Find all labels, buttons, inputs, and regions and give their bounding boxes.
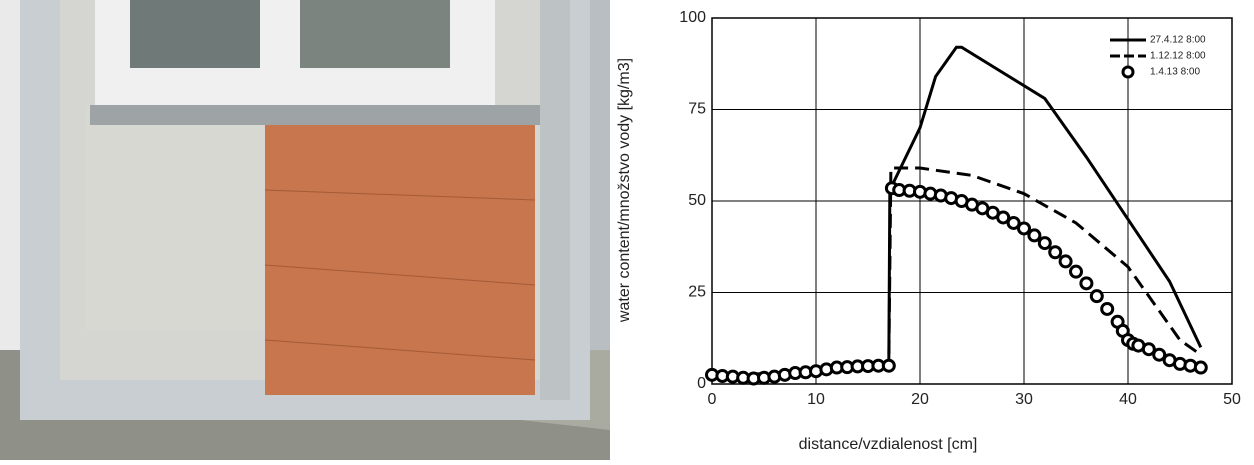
data-point	[1027, 228, 1042, 243]
data-point	[881, 358, 896, 373]
y-axis-label: water content/množstvo vody [kg/m3]	[616, 58, 633, 323]
data-point	[1006, 215, 1021, 230]
y-tick-label: 25	[688, 284, 706, 301]
y-tick-label: 0	[697, 375, 706, 392]
data-point	[1069, 264, 1083, 279]
data-point	[1079, 276, 1094, 291]
legend-label: 27.4.12 8:00	[1150, 35, 1206, 46]
data-point	[1017, 221, 1031, 236]
x-tick-label: 50	[1223, 391, 1241, 408]
x-tick-label: 40	[1119, 391, 1137, 408]
y-tick-label: 50	[688, 192, 706, 209]
data-point	[996, 210, 1011, 225]
data-point	[1089, 289, 1104, 304]
data-point	[1152, 347, 1167, 362]
data-point	[1058, 254, 1073, 269]
x-tick-label: 10	[807, 391, 825, 408]
data-line	[711, 166, 1202, 379]
x-tick-label: 0	[708, 391, 717, 408]
data-point	[1048, 245, 1063, 260]
data-point	[1193, 360, 1208, 375]
legend-marker	[1121, 65, 1135, 79]
legend-label: 1.12.12 8:00	[1150, 51, 1206, 62]
x-tick-label: 30	[1015, 391, 1033, 408]
y-tick-label: 75	[688, 101, 706, 118]
y-tick-label: 100	[679, 9, 706, 26]
data-point	[1100, 301, 1115, 316]
photo	[0, 0, 610, 460]
data-point	[1141, 342, 1156, 357]
plot: 0 10 20 30 40 50 0 25 50 75 100 27.4.12 8:00 1.12.12…	[679, 9, 1241, 408]
data-point	[1037, 236, 1052, 251]
x-axis-label: distance/vzdialenost [cm]	[799, 436, 978, 453]
x-tick-label: 20	[911, 391, 929, 408]
legend-label: 1.4.13 8:00	[1150, 67, 1200, 78]
